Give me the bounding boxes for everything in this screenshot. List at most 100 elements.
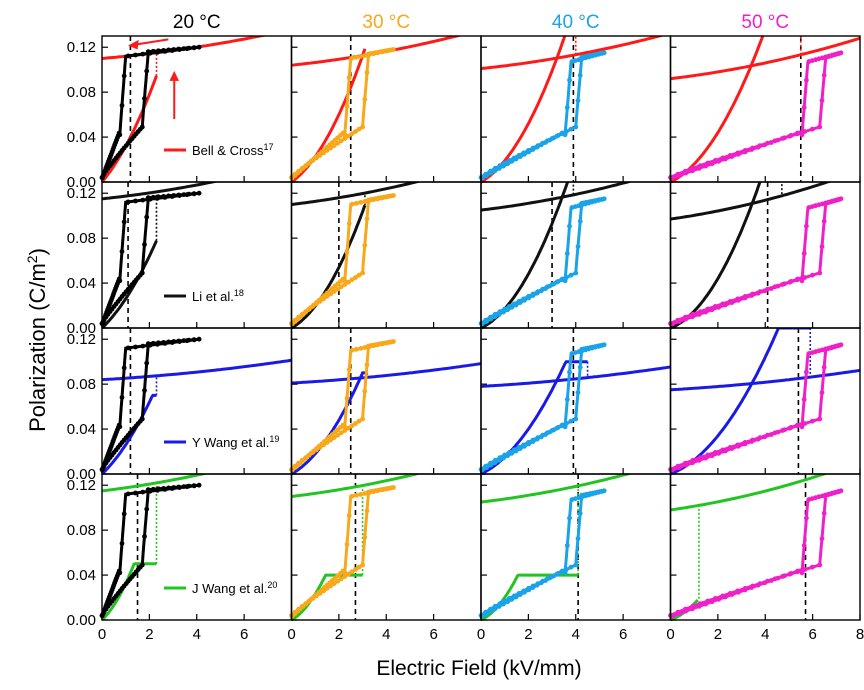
experiment-decreasing bbox=[480, 197, 605, 326]
y-tick-label: 0.04 bbox=[67, 275, 96, 292]
panel-4-4 bbox=[668, 474, 844, 622]
y-tick-label: 0.04 bbox=[67, 567, 96, 584]
model-upper-branch bbox=[101, 358, 292, 382]
experiment-decreasing bbox=[669, 343, 842, 473]
panel-frames bbox=[101, 35, 861, 621]
experiment-markers bbox=[478, 488, 607, 619]
panel-4-1 bbox=[99, 474, 209, 622]
direction-arrows bbox=[128, 38, 179, 120]
x-tick-label: 6 bbox=[808, 626, 816, 643]
model-upper-branch bbox=[101, 474, 209, 493]
experiment-decreasing bbox=[290, 48, 394, 180]
experiment-loop bbox=[668, 196, 844, 327]
model-lower-branch bbox=[480, 36, 567, 184]
experiment-markers bbox=[478, 50, 607, 181]
model-lower-branch bbox=[669, 36, 765, 184]
panel-3-1 bbox=[99, 328, 292, 476]
model-lower-branch bbox=[290, 48, 367, 184]
experiment-markers bbox=[668, 342, 844, 473]
model-lower-branch bbox=[480, 573, 579, 622]
model-upper-branch bbox=[291, 362, 481, 385]
model-upper-branch bbox=[670, 182, 833, 221]
experiment-increasing bbox=[669, 51, 842, 179]
panel-frame bbox=[290, 181, 482, 329]
y-tick-label: 0.04 bbox=[67, 129, 96, 146]
legend-label: Y Wang et al.19 bbox=[192, 434, 279, 450]
experiment-decreasing bbox=[290, 486, 394, 618]
x-tick-label: 2 bbox=[524, 626, 532, 643]
experiment-increasing bbox=[290, 340, 394, 471]
experiment-loop bbox=[289, 193, 396, 327]
panel-frame bbox=[290, 473, 482, 621]
x-axis-label: Electric Field (kV/mm) bbox=[376, 657, 581, 680]
experiment-decreasing bbox=[480, 489, 605, 618]
panel-frame bbox=[101, 181, 293, 329]
experiment-markers bbox=[668, 488, 844, 619]
panel-2-2 bbox=[289, 182, 422, 330]
panel-1-2 bbox=[289, 36, 463, 184]
x-tick-label: 4 bbox=[382, 626, 390, 643]
y-tick-label: 0.08 bbox=[67, 522, 96, 539]
experiment-loop bbox=[668, 488, 844, 619]
experiment-loop bbox=[99, 190, 202, 327]
panel-2-3 bbox=[478, 182, 634, 330]
y-axis-label-close: ) bbox=[25, 248, 50, 255]
x-tick-label: 0 bbox=[287, 626, 295, 643]
legend-label: J Wang et al.20 bbox=[192, 580, 277, 596]
x-tick-label: 2 bbox=[335, 626, 343, 643]
experiment-increasing bbox=[480, 197, 605, 325]
panel-4-2 bbox=[289, 474, 422, 622]
y-tick-label: 0.08 bbox=[67, 84, 96, 101]
experiment-loop bbox=[478, 342, 607, 473]
model-lower-branch bbox=[290, 573, 363, 622]
model-upper-branch bbox=[291, 182, 422, 206]
panel-frame bbox=[101, 473, 293, 621]
experiment-loop bbox=[478, 488, 607, 619]
experiment-markers bbox=[289, 47, 396, 181]
y-tick-label: 0.04 bbox=[67, 421, 96, 438]
y-tick-label: 0.12 bbox=[67, 477, 96, 494]
y-axis-label-sup: 2 bbox=[24, 255, 40, 263]
x-tick-label: 0 bbox=[477, 626, 485, 643]
panel-3-3 bbox=[478, 328, 671, 476]
temperature-label: 40 °C bbox=[552, 12, 600, 33]
y-tick-label: 0.12 bbox=[67, 39, 96, 56]
temperature-label: 30 °C bbox=[362, 12, 410, 33]
panel-2-4 bbox=[668, 182, 844, 330]
legend-label: Bell & Cross17 bbox=[192, 142, 274, 158]
y-tick-label: 0.00 bbox=[67, 174, 96, 191]
experiment-markers bbox=[478, 342, 607, 473]
experiment-increasing bbox=[669, 343, 842, 471]
experiment-decreasing bbox=[480, 51, 605, 180]
model-upper-branch bbox=[480, 365, 671, 388]
model-lower-branch bbox=[290, 204, 367, 330]
panel-frame bbox=[290, 327, 482, 475]
x-tick-label: 6 bbox=[619, 626, 627, 643]
x-tick-label: 6 bbox=[429, 626, 437, 643]
x-tick-label: 8 bbox=[856, 626, 864, 643]
experiment-markers bbox=[99, 44, 202, 181]
model-lower-branch bbox=[669, 328, 811, 476]
model-lower-branch bbox=[100, 562, 157, 622]
legend-label: Li et al.18 bbox=[192, 288, 244, 304]
model-upper-branch bbox=[480, 182, 634, 212]
model-lower-branch bbox=[100, 393, 157, 476]
y-tick-label: 0.00 bbox=[67, 612, 96, 629]
y-tick-label: 0.12 bbox=[67, 185, 96, 202]
y-axis-label: Polarization (C/m2) bbox=[24, 248, 50, 432]
panel-4-3 bbox=[478, 474, 634, 622]
experiment-markers bbox=[99, 482, 202, 619]
x-tick-label: 4 bbox=[761, 626, 769, 643]
panel-1-4 bbox=[668, 36, 860, 184]
model-upper-branch bbox=[291, 474, 422, 498]
model-upper-branch bbox=[670, 474, 829, 512]
panel-frame bbox=[290, 35, 482, 183]
text-layer: Polarization (C/m2) Electric Field (kV/m… bbox=[24, 12, 864, 680]
experiment-loop bbox=[99, 482, 202, 619]
experiment-decreasing bbox=[290, 340, 394, 472]
x-tick-label: 0 bbox=[666, 626, 674, 643]
panel-1-1 bbox=[99, 36, 268, 183]
experiment-markers bbox=[289, 339, 396, 473]
experiment-loop bbox=[668, 342, 844, 473]
